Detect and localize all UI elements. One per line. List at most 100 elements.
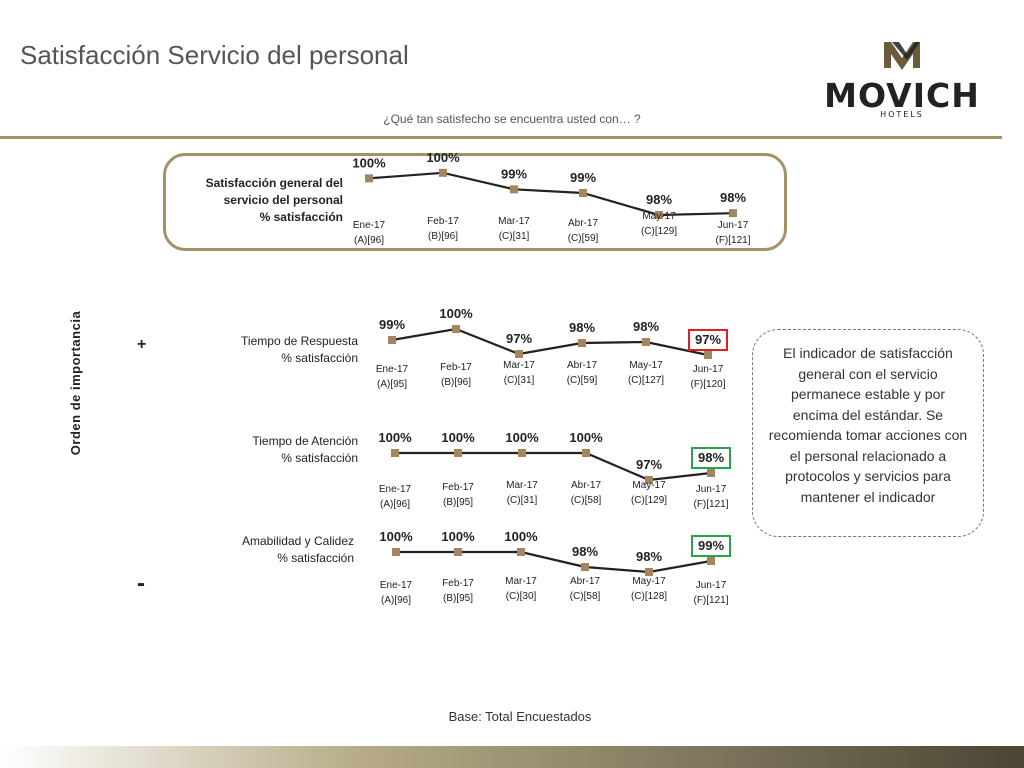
amabilidad-tick-label: May-17 bbox=[632, 576, 666, 587]
amabilidad-base-label: (F)[121] bbox=[693, 595, 728, 606]
atencion-series-line bbox=[395, 451, 712, 482]
atencion-label-line-1: Tiempo de Atención bbox=[252, 434, 358, 448]
respuesta-tick-label: Mar-17 bbox=[503, 360, 535, 371]
atencion-point bbox=[454, 449, 462, 457]
footer-bar bbox=[0, 746, 1024, 768]
respuesta-base-label: (C)[31] bbox=[504, 375, 535, 386]
general-tick-label: Ene-17 bbox=[353, 220, 386, 231]
atencion-highlight-box bbox=[691, 447, 731, 469]
respuesta-label-line-1: Tiempo de Respuesta bbox=[241, 334, 358, 348]
atencion-tick-label: Mar-17 bbox=[506, 480, 538, 491]
amabilidad-point bbox=[392, 548, 400, 556]
amabilidad-base-label: (B)[95] bbox=[443, 593, 473, 604]
general-tick-label: May-17 bbox=[642, 211, 676, 222]
amabilidad-point bbox=[707, 557, 715, 565]
respuesta-data-label: 97% bbox=[695, 332, 721, 347]
general-point bbox=[579, 189, 587, 197]
general-label-line-1: Satisfacción general del bbox=[205, 176, 343, 190]
atencion-tick-label: Abr-17 bbox=[571, 480, 601, 491]
respuesta-data-label: 98% bbox=[569, 320, 595, 335]
general-point bbox=[655, 211, 663, 219]
amabilidad-tick-label: Abr-17 bbox=[570, 576, 600, 587]
amabilidad-base-label: (C)[58] bbox=[570, 591, 601, 602]
general-label-line-3: % satisfacción bbox=[259, 210, 343, 224]
atencion-data-label: 100% bbox=[505, 430, 539, 445]
respuesta-point bbox=[515, 350, 523, 358]
base-footnote: Base: Total Encuestados bbox=[448, 709, 592, 724]
general-tick-label: Jun-17 bbox=[718, 220, 749, 231]
general-point bbox=[365, 174, 373, 183]
amabilidad-label-line-1: Amabilidad y Calidez bbox=[241, 534, 354, 548]
atencion-tick-label: Ene-17 bbox=[379, 484, 412, 495]
atencion-point bbox=[391, 449, 399, 457]
respuesta-tick-label: Jun-17 bbox=[693, 364, 724, 375]
amabilidad-base-label: (A)[96] bbox=[381, 595, 411, 606]
logo-wordmark: MOVICH bbox=[824, 76, 980, 115]
respuesta-point bbox=[388, 336, 396, 344]
respuesta-highlight-box bbox=[688, 329, 728, 351]
general-tick-label: Abr-17 bbox=[568, 218, 598, 229]
respuesta-row-label: Tiempo de Respuesta % satisfacción bbox=[200, 333, 358, 367]
general-row-label: Satisfacción general del servicio del pe… bbox=[180, 175, 343, 226]
amabilidad-point bbox=[645, 568, 653, 576]
atencion-row-label: Tiempo de Atención % satisfacción bbox=[200, 433, 358, 467]
general-chart-frame bbox=[163, 153, 787, 251]
amabilidad-data-label: 99% bbox=[698, 538, 724, 553]
survey-question: ¿Qué tan satisfecho se encuentra usted c… bbox=[383, 112, 641, 126]
general-data-label: 100% bbox=[352, 155, 386, 170]
general-label-line-2: servicio del personal bbox=[223, 193, 343, 207]
importance-high-marker: + bbox=[137, 336, 147, 353]
respuesta-tick-label: Abr-17 bbox=[567, 360, 597, 371]
amabilidad-data-label: 98% bbox=[636, 549, 662, 564]
respuesta-label-line-2: % satisfacción bbox=[281, 351, 358, 365]
amabilidad-data-label: 100% bbox=[441, 529, 475, 544]
respuesta-series-line bbox=[391, 327, 709, 357]
amabilidad-point bbox=[581, 563, 589, 571]
atencion-data-label: 100% bbox=[378, 430, 412, 445]
atencion-point bbox=[518, 449, 526, 457]
page-title: Satisfacción Servicio del personal bbox=[20, 40, 409, 70]
atencion-base-label: (C)[31] bbox=[507, 495, 538, 506]
atencion-tick-label: May-17 bbox=[632, 480, 666, 491]
amabilidad-tick-label: Feb-17 bbox=[442, 578, 474, 589]
amabilidad-series-line bbox=[396, 550, 712, 574]
importance-low-marker: - bbox=[137, 570, 145, 597]
general-base-label: (C)[31] bbox=[499, 231, 530, 242]
respuesta-base-label: (A)[95] bbox=[377, 379, 407, 390]
amabilidad-highlight-box bbox=[691, 535, 731, 557]
general-tick-label: Feb-17 bbox=[427, 216, 459, 227]
general-point bbox=[439, 168, 447, 177]
respuesta-data-label: 100% bbox=[439, 306, 473, 321]
respuesta-base-label: (C)[127] bbox=[628, 375, 664, 386]
amabilidad-tick-label: Mar-17 bbox=[505, 576, 537, 587]
respuesta-point bbox=[704, 351, 712, 359]
respuesta-point bbox=[452, 325, 460, 333]
amabilidad-tick-label: Ene-17 bbox=[380, 580, 413, 591]
amabilidad-base-label: (C)[30] bbox=[506, 591, 537, 602]
atencion-base-label: (B)[95] bbox=[443, 497, 473, 508]
respuesta-base-label: (C)[59] bbox=[567, 375, 598, 386]
atencion-base-label: (C)[58] bbox=[571, 495, 602, 506]
amabilidad-point bbox=[454, 548, 462, 556]
atencion-base-label: (C)[129] bbox=[631, 495, 667, 506]
atencion-point bbox=[707, 469, 715, 477]
general-base-label: (F)[121] bbox=[715, 235, 750, 246]
respuesta-tick-label: Feb-17 bbox=[440, 362, 472, 373]
general-point bbox=[510, 185, 518, 194]
respuesta-tick-label: May-17 bbox=[629, 360, 663, 371]
atencion-data-label: 100% bbox=[569, 430, 603, 445]
respuesta-data-label: 97% bbox=[506, 331, 532, 346]
amabilidad-data-label: 100% bbox=[379, 529, 413, 544]
amabilidad-data-label: 98% bbox=[572, 544, 598, 559]
amabilidad-label-line-2: % satisfacción bbox=[277, 551, 354, 565]
respuesta-base-label: (B)[96] bbox=[441, 377, 471, 388]
general-base-label: (B)[96] bbox=[428, 231, 458, 242]
general-base-label: (C)[129] bbox=[641, 226, 677, 237]
respuesta-base-label: (F)[120] bbox=[690, 379, 725, 390]
atencion-label-line-2: % satisfacción bbox=[281, 451, 358, 465]
general-base-label: (A)[96] bbox=[354, 235, 384, 246]
atencion-data-label: 100% bbox=[441, 430, 475, 445]
header-divider bbox=[0, 136, 1002, 139]
atencion-tick-label: Jun-17 bbox=[696, 484, 727, 495]
